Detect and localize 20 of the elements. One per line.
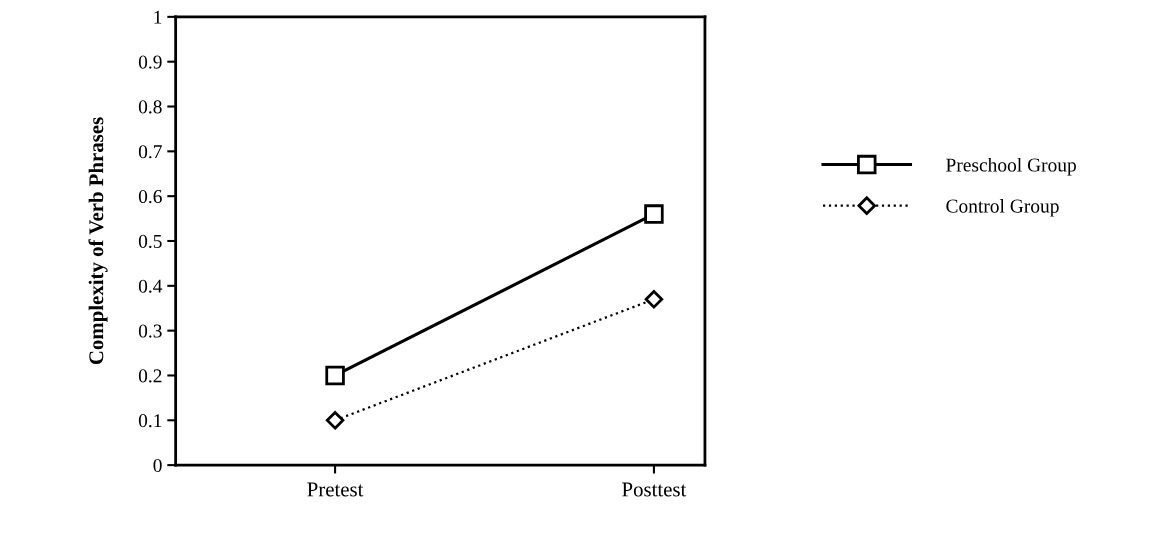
point: [325, 411, 345, 430]
y-tick-label: 0: [153, 458, 162, 473]
y-tick-label: 0.1: [138, 414, 162, 428]
legend-label: Preschool Group: [946, 157, 1076, 176]
y-tick-label: 0.3: [138, 324, 162, 338]
y-tick-label: 0.6: [138, 189, 162, 204]
x-tick-label: Posttest: [622, 482, 687, 497]
point: [644, 290, 664, 309]
y-tick-label: 0.4: [138, 279, 163, 293]
x-tick-label: Pretest: [307, 482, 364, 497]
y-tick-label: 0.5: [138, 234, 162, 249]
point: [325, 365, 345, 386]
y-tick-label: 0.8: [138, 100, 162, 114]
y-tick-label: 0.7: [138, 145, 162, 159]
legend-label: Control Group: [946, 198, 1059, 217]
y-tick-label: 1: [154, 10, 162, 24]
point: [644, 204, 664, 224]
y-tick-label: 0.2: [138, 369, 162, 383]
y-axis-title: Complexity of Verb Phrases: [88, 117, 108, 365]
y-tick-label: 0.9: [138, 55, 162, 69]
